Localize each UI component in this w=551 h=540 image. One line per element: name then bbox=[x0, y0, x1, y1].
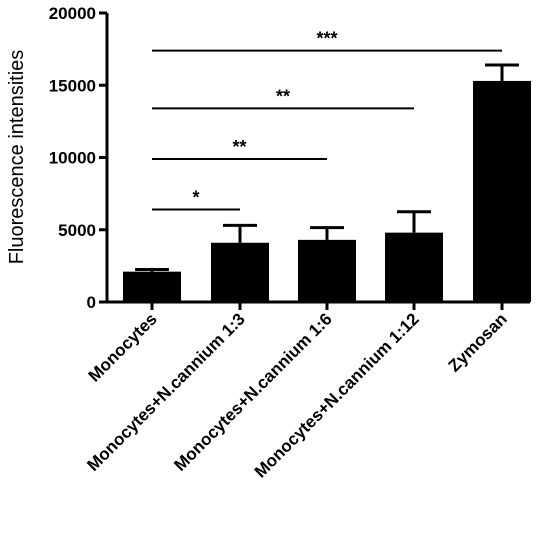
y-tick-label: 15000 bbox=[49, 76, 96, 95]
error-bars bbox=[135, 63, 519, 272]
bar bbox=[298, 239, 356, 302]
y-axis-title: Fluorescence intensities bbox=[6, 50, 28, 265]
y-tick-label: 20000 bbox=[49, 4, 96, 23]
bar bbox=[473, 80, 531, 302]
significance-brackets: ******** bbox=[152, 29, 502, 211]
y-tick-label: 10000 bbox=[49, 149, 96, 168]
y-tick-label: 0 bbox=[87, 293, 96, 312]
y-tick-label: 5000 bbox=[58, 221, 96, 240]
x-tick-label: Monocytes+N.cannium 1:12 bbox=[251, 309, 423, 481]
significance-label: * bbox=[192, 188, 199, 208]
x-tick-label: Monocytes+N.cannium 1:3 bbox=[83, 309, 248, 474]
x-tick-label: Monocytes+N.cannium 1:6 bbox=[170, 309, 335, 474]
bars bbox=[123, 80, 531, 302]
significance-label: *** bbox=[316, 29, 337, 49]
bar bbox=[123, 271, 181, 302]
bar bbox=[385, 232, 443, 302]
x-tick-label: Zymosan bbox=[445, 309, 511, 375]
bar bbox=[211, 242, 269, 302]
x-tick-label: Monocytes bbox=[85, 309, 161, 385]
significance-label: ** bbox=[232, 137, 246, 157]
significance-label: ** bbox=[276, 86, 290, 106]
